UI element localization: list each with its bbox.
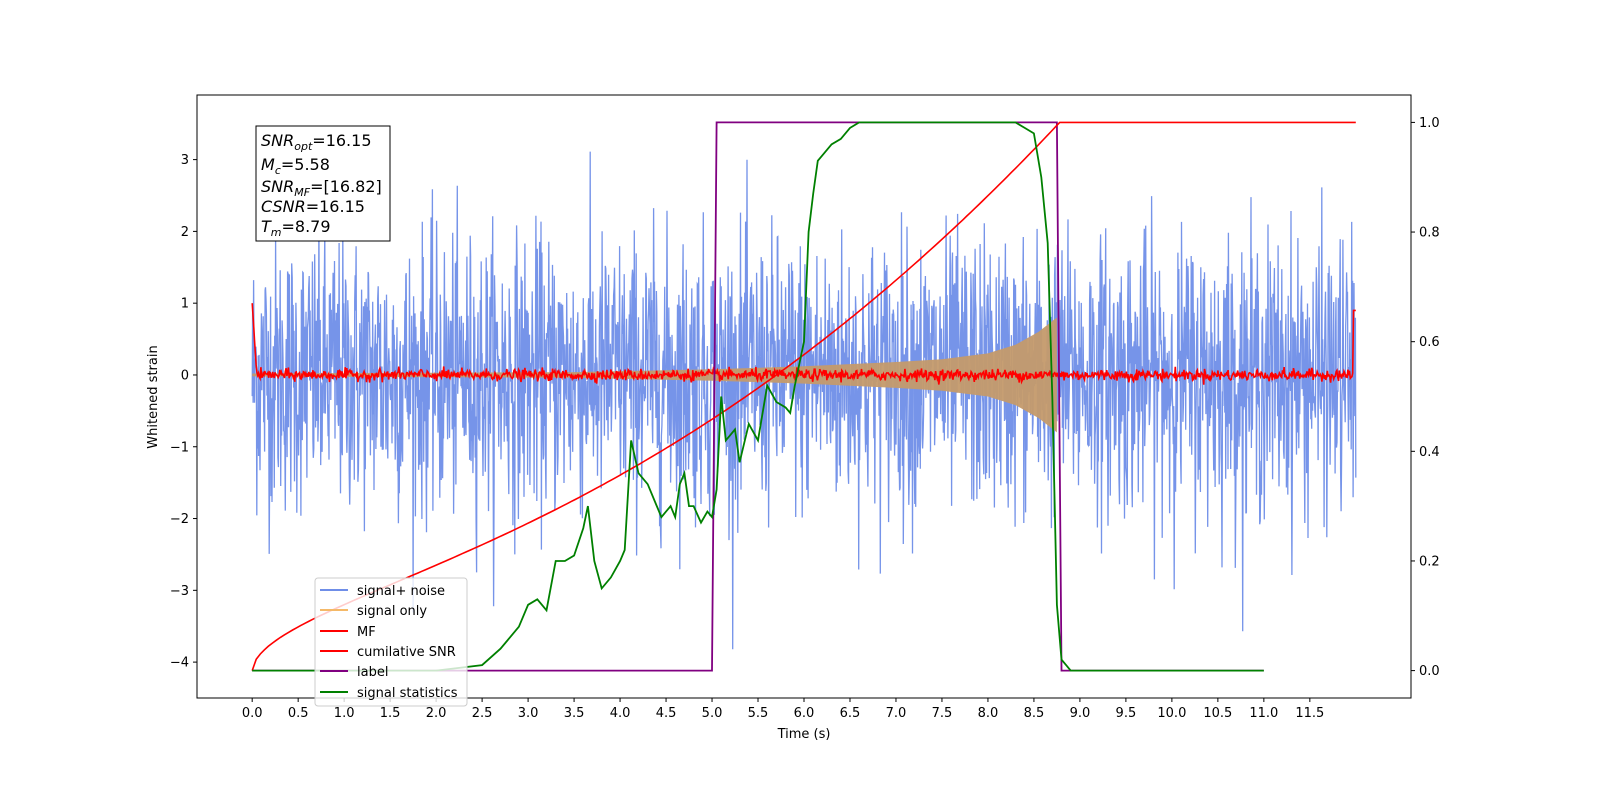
y-tick-label-left: 3: [181, 153, 189, 168]
y-tick-label-right: 0.0: [1419, 664, 1440, 679]
x-tick-label: 10.5: [1203, 706, 1232, 721]
svg-text:CSNR=16.15: CSNR=16.15: [261, 197, 365, 216]
y-tick-label-left: 2: [181, 225, 189, 240]
y-tick-label-left: −1: [170, 440, 189, 455]
svg-text:signal only: signal only: [357, 604, 427, 619]
x-tick-label: 11.0: [1249, 706, 1278, 721]
mc-value: =5.58: [281, 155, 330, 174]
x-tick-label: 4.0: [610, 706, 631, 721]
svg-text:Mc=5.58: Mc=5.58: [261, 155, 330, 177]
y-axis-right: 1.0 0.8 0.6 0.4 0.2 0.0: [1411, 116, 1440, 679]
y-tick-label-right: 0.4: [1419, 445, 1440, 460]
x-tick-label: 4.5: [656, 706, 677, 721]
y-tick-label-right: 0.6: [1419, 335, 1440, 350]
x-tick-label: 1.0: [334, 706, 355, 721]
legend-item-label: label: [320, 665, 388, 680]
x-axis-label: Time (s): [777, 727, 831, 742]
x-tick-label: 5.5: [748, 706, 769, 721]
svg-text:label: label: [357, 665, 388, 680]
x-tick-label: 11.5: [1295, 706, 1324, 721]
svg-text:SNRMF=[16.82]: SNRMF=[16.82]: [261, 177, 382, 199]
x-tick-label: 6.5: [840, 706, 861, 721]
svg-text:SNRopt=16.15: SNRopt=16.15: [261, 131, 372, 153]
x-tick-label: 9.0: [1070, 706, 1091, 721]
x-tick-label: 2.0: [426, 706, 447, 721]
mf-line: [251, 303, 1356, 385]
csnr-value: =16.15: [306, 197, 365, 216]
x-tick-label: 7.5: [932, 706, 953, 721]
x-tick-label: 8.5: [1024, 706, 1045, 721]
x-tick-label: 10.0: [1157, 706, 1186, 721]
x-axis: 0.0 0.5 1.0 1.5 2.0 2.5 3.0 3.5 4.0 4.5 5.0 5.5 6.0 6…: [242, 698, 1324, 721]
y-tick-label-left: 0: [181, 368, 189, 383]
y-tick-label-right: 1.0: [1419, 116, 1440, 131]
legend-item-mf: MF: [320, 625, 376, 640]
plot-area: [251, 121, 1357, 672]
svg-text:cumilative SNR: cumilative SNR: [357, 645, 456, 660]
y-tick-label-left: −2: [170, 512, 189, 527]
snr-opt-value: =16.15: [312, 131, 371, 150]
x-tick-label: 9.5: [1116, 706, 1137, 721]
y-tick-label-right: 0.2: [1419, 554, 1440, 569]
svg-text:MF: MF: [357, 625, 376, 640]
svg-text:Tm=8.79: Tm=8.79: [261, 217, 331, 239]
annotation-box: SNRopt=16.15 Mc=5.58 SNRMF=[16.82] CSNR=…: [255, 125, 391, 242]
x-tick-label: 6.0: [794, 706, 815, 721]
x-tick-label: 1.5: [380, 706, 401, 721]
x-tick-label: 3.5: [564, 706, 585, 721]
x-tick-label: 0.0: [242, 706, 263, 721]
mf-series: [251, 303, 1356, 385]
signal-statistics-series: [252, 121, 1264, 672]
svg-text:signal+ noise: signal+ noise: [357, 584, 445, 599]
tm-value: =8.79: [282, 217, 331, 236]
x-tick-label: 5.0: [702, 706, 723, 721]
y-axis-label: Whitened strain: [146, 345, 161, 448]
legend-item-signal-only: signal only: [320, 604, 427, 619]
y-tick-label-left: −3: [170, 584, 189, 599]
y-tick-label-left: 1: [181, 297, 189, 312]
x-tick-label: 0.5: [288, 706, 309, 721]
y-axis-left: 3 2 1 0 −1 −2 −3 −4: [170, 153, 197, 671]
svg-text:signal statistics: signal statistics: [357, 686, 458, 701]
signal-statistics-line: [252, 121, 1264, 672]
x-tick-label: 2.5: [472, 706, 493, 721]
signal-noise-series: [251, 151, 1357, 650]
x-tick-label: 8.0: [978, 706, 999, 721]
x-tick-label: 7.0: [886, 706, 907, 721]
x-tick-label: 3.0: [518, 706, 539, 721]
legend-item-cumulative-snr: cumilative SNR: [320, 645, 456, 660]
legend-item-signal-noise: signal+ noise: [320, 584, 445, 599]
y-tick-label-left: −4: [170, 656, 189, 671]
snr-mf-value: =[16.82]: [310, 177, 382, 196]
y-tick-label-right: 0.8: [1419, 226, 1440, 241]
legend: signal+ noise signal only MF cumilative …: [314, 577, 468, 707]
legend-item-signal-statistics: signal statistics: [320, 686, 458, 701]
signal-noise-line: [251, 151, 1357, 650]
